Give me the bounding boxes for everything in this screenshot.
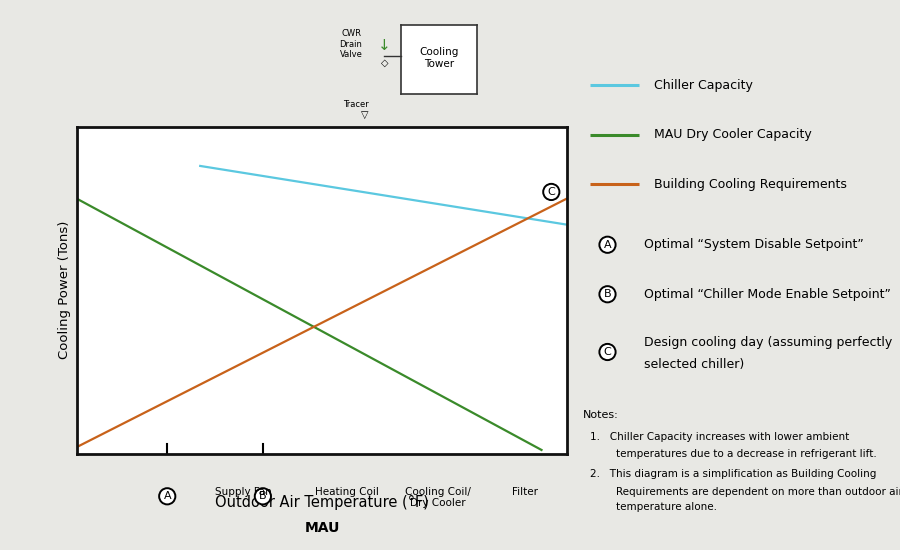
Text: 1.   Chiller Capacity increases with lower ambient: 1. Chiller Capacity increases with lower… bbox=[590, 432, 850, 442]
Text: Optimal “Chiller Mode Enable Setpoint”: Optimal “Chiller Mode Enable Setpoint” bbox=[644, 288, 890, 301]
Text: CWR
Drain
Valve: CWR Drain Valve bbox=[339, 29, 363, 59]
Text: Requirements are dependent on more than outdoor air: Requirements are dependent on more than … bbox=[616, 487, 900, 497]
X-axis label: Outdoor Air Temperature (°F): Outdoor Air Temperature (°F) bbox=[215, 496, 428, 510]
Text: ◇: ◇ bbox=[381, 58, 388, 68]
Text: Filter: Filter bbox=[512, 487, 537, 497]
Text: B: B bbox=[604, 289, 611, 299]
Text: Chiller Capacity: Chiller Capacity bbox=[654, 79, 753, 92]
Text: ↓: ↓ bbox=[378, 38, 391, 53]
Text: A: A bbox=[604, 240, 611, 250]
Text: MAU: MAU bbox=[304, 521, 340, 535]
Text: Optimal “System Disable Setpoint”: Optimal “System Disable Setpoint” bbox=[644, 238, 863, 251]
Text: temperature alone.: temperature alone. bbox=[616, 502, 716, 512]
Text: ▽: ▽ bbox=[361, 110, 368, 120]
Y-axis label: Cooling Power (Tons): Cooling Power (Tons) bbox=[58, 221, 71, 359]
Text: temperatures due to a decrease in refrigerant lift.: temperatures due to a decrease in refrig… bbox=[616, 449, 877, 459]
Text: C: C bbox=[604, 347, 611, 357]
Text: Tracer: Tracer bbox=[343, 100, 368, 109]
Text: Notes:: Notes: bbox=[583, 410, 619, 420]
Text: Design cooling day (assuming perfectly: Design cooling day (assuming perfectly bbox=[644, 336, 892, 349]
Text: Cooling Coil/
Dry Cooler: Cooling Coil/ Dry Cooler bbox=[405, 487, 472, 508]
Text: Cooling
Tower: Cooling Tower bbox=[419, 47, 458, 69]
Text: Building Cooling Requirements: Building Cooling Requirements bbox=[654, 178, 847, 191]
Text: C: C bbox=[547, 187, 555, 197]
Text: Heating Coil: Heating Coil bbox=[315, 487, 378, 497]
Text: 2.   This diagram is a simplification as Building Cooling: 2. This diagram is a simplification as B… bbox=[590, 469, 877, 479]
Text: selected chiller): selected chiller) bbox=[644, 358, 743, 371]
Text: MAU Dry Cooler Capacity: MAU Dry Cooler Capacity bbox=[654, 128, 812, 141]
Text: A: A bbox=[164, 491, 171, 501]
Text: Supply Fan: Supply Fan bbox=[214, 487, 272, 497]
Text: B: B bbox=[259, 491, 266, 501]
